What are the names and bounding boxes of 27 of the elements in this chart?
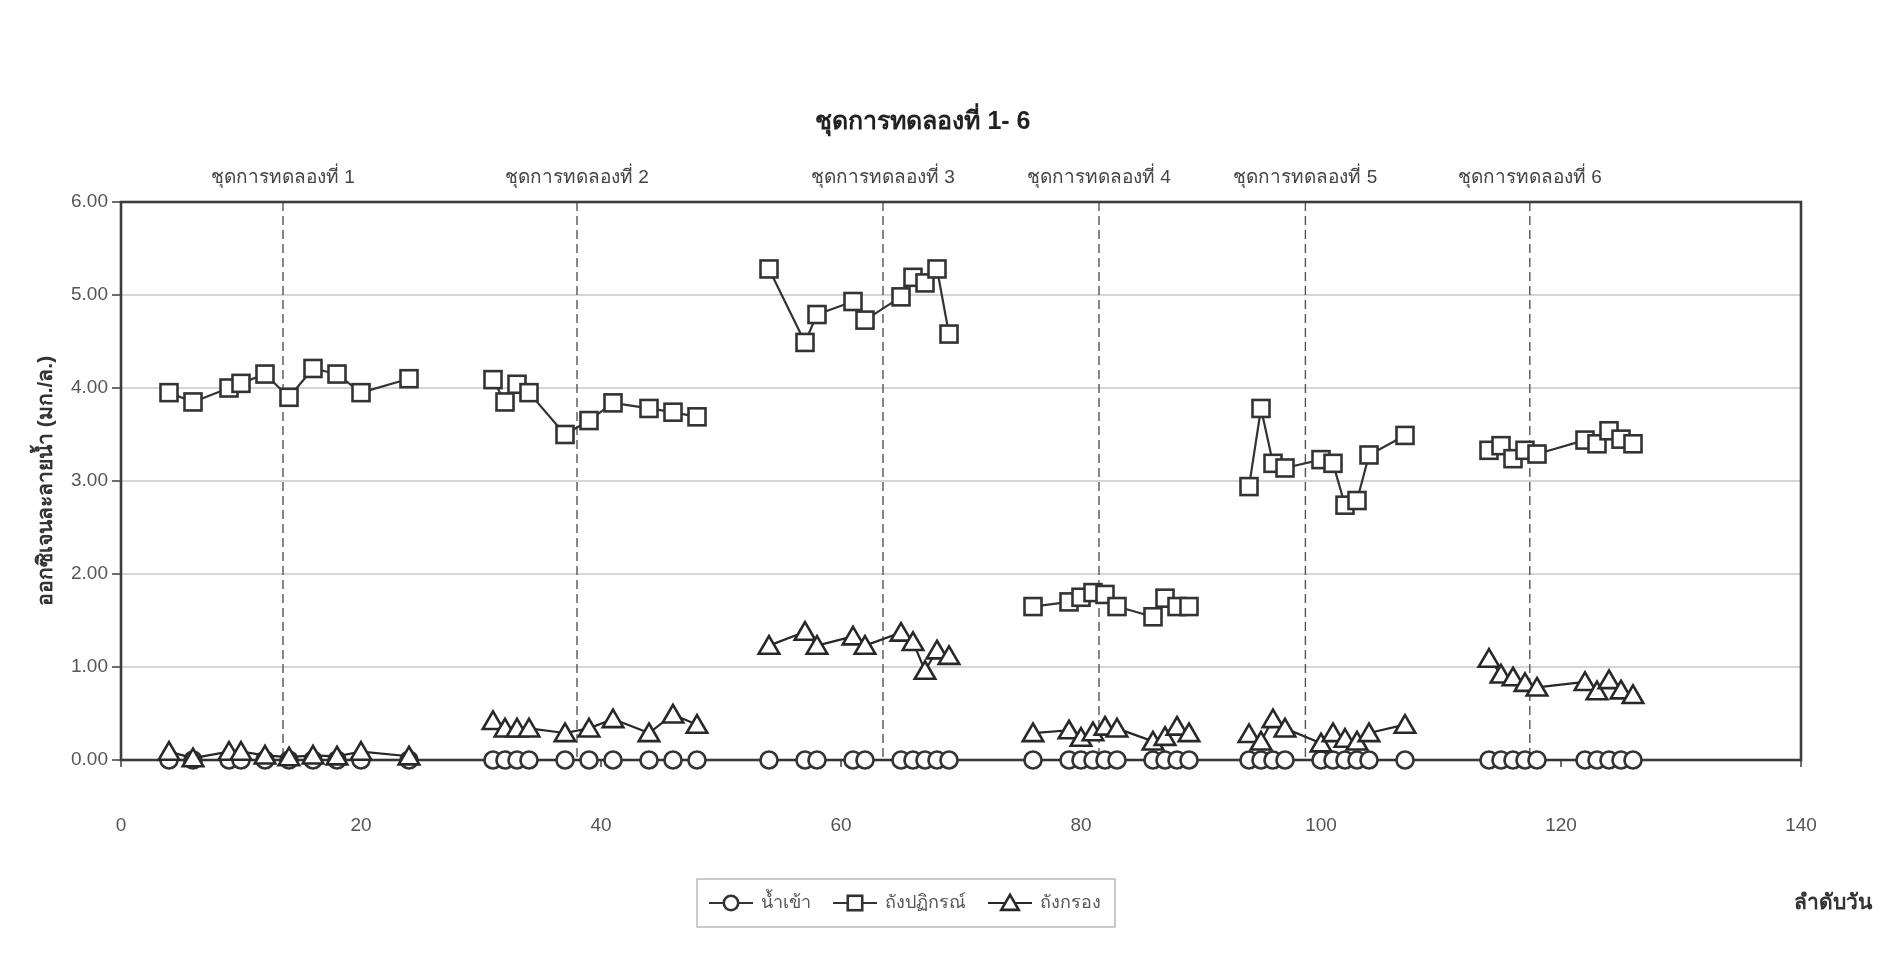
x-tick-label: 40 bbox=[590, 814, 612, 836]
y-tick-label: 1.00 bbox=[71, 655, 108, 677]
ref-line-label: ชุดการทดลองที่ 5 bbox=[1233, 163, 1378, 190]
y-tick-label: 2.00 bbox=[71, 562, 108, 584]
chart-title: ชุดการทดลองที่ 1- 6 bbox=[815, 102, 1031, 137]
y-axis-title: ออกซิเจนละลายน้ำ (มก./ล.) bbox=[28, 355, 56, 607]
x-axis-title: ลำดับวัน bbox=[1794, 889, 1873, 913]
x-tick-label: 60 bbox=[830, 814, 852, 836]
ref-line-label: ชุดการทดลองที่ 3 bbox=[811, 163, 955, 190]
x-tick-label: 0 bbox=[115, 814, 127, 836]
x-tick-label: 80 bbox=[1070, 814, 1092, 836]
ref-line-label: ชุดการทดลองที่ 2 bbox=[505, 163, 649, 190]
x-tick-label: 100 bbox=[1305, 814, 1337, 836]
x-tick-label: 20 bbox=[350, 814, 372, 836]
legend-label: ถังกรอง bbox=[1040, 891, 1101, 912]
y-tick-label: 6.00 bbox=[71, 190, 108, 212]
legend-label: น้ำเข้า bbox=[761, 888, 811, 912]
y-tick-label: 0.00 bbox=[71, 748, 108, 770]
y-tick-label: 4.00 bbox=[71, 376, 108, 398]
ref-line-label: ชุดการทดลองที่ 4 bbox=[1027, 163, 1172, 190]
x-tick-label: 120 bbox=[1545, 814, 1577, 836]
y-tick-label: 3.00 bbox=[71, 469, 108, 491]
y-tick-label: 5.00 bbox=[71, 283, 108, 305]
x-tick-label: 140 bbox=[1785, 814, 1817, 836]
legend-label: ถังปฏิกรณ์ bbox=[885, 891, 966, 912]
ref-line-label: ชุดการทดลองที่ 6 bbox=[1457, 163, 1602, 190]
ref-line-label: ชุดการทดลองที่ 1 bbox=[211, 163, 355, 190]
